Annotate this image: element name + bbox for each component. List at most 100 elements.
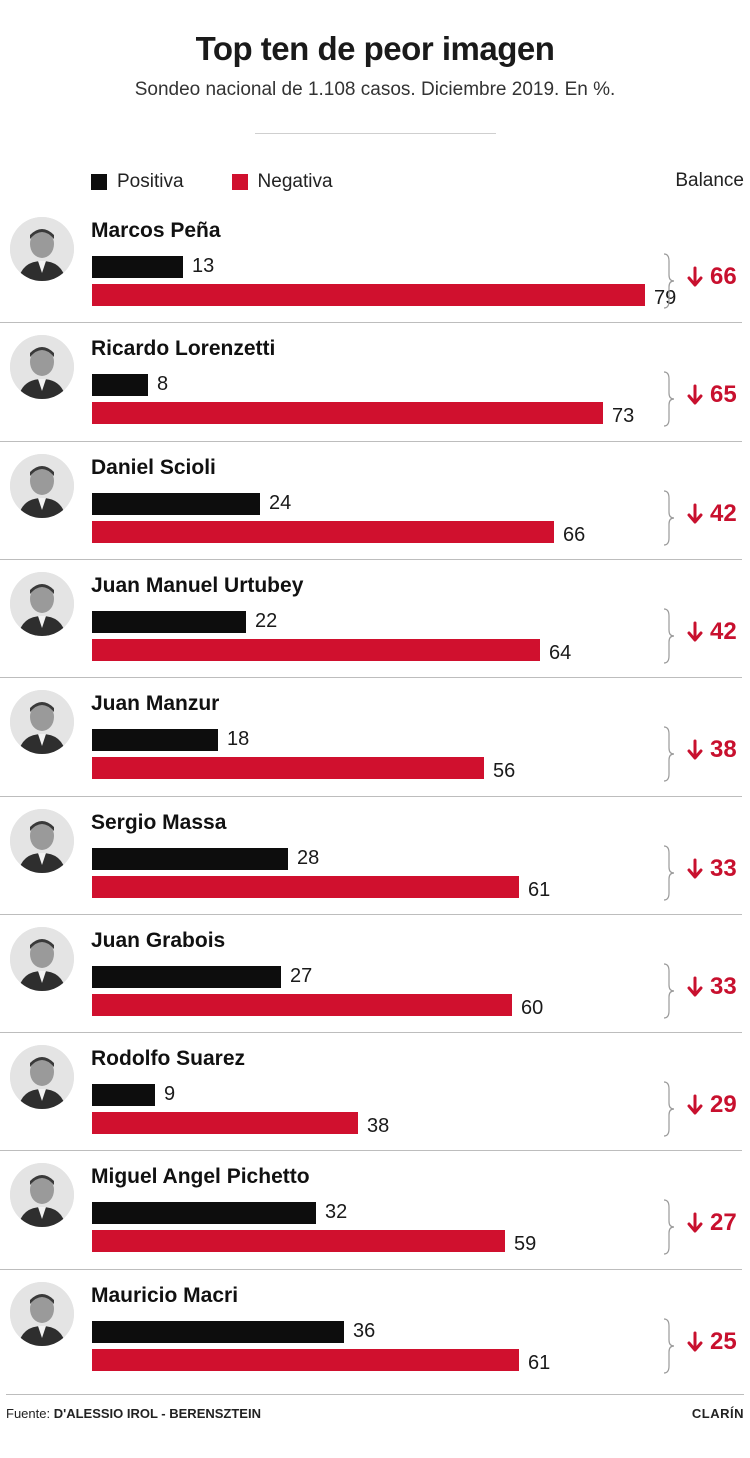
portrait-avatar [10,453,74,518]
title-divider [255,133,496,134]
person-name-label: Mauricio Macri [91,1283,239,1307]
bar-negative [92,993,512,1016]
bar-positive [92,847,288,870]
source-name: D'ALESSIO IROL - BERENSZTEIN [53,1406,261,1421]
bar-positive [92,729,218,752]
chart-subtitle: Sondeo nacional de 1.108 casos. Diciembr… [134,79,616,100]
chart-title: Top ten de peor imagen [195,30,555,67]
balance-brace [663,726,675,782]
balance-brace [663,1081,675,1137]
row-divider [0,1268,742,1270]
legend-swatch-positive [91,174,107,190]
chart-row: Juan Manzur 18 56 38 [0,678,750,796]
arrow-down-icon [687,1212,703,1233]
balance-brace [663,253,675,309]
row-divider [0,558,742,560]
balance-number: 42 [710,617,737,645]
footer-divider [6,1394,744,1395]
bar-negative [92,757,484,780]
legend-label-negative: Negativa [257,171,333,192]
bar-positive [92,1320,344,1343]
bar-positive [92,965,281,988]
chart-row: Daniel Scioli 24 66 42 [0,442,750,560]
balance-number: 27 [710,1209,737,1237]
bar-negative [92,1112,358,1135]
balance-value: 27 [686,1209,737,1237]
balance-value: 42 [686,500,737,528]
balance-value: 65 [686,381,737,409]
data-label-positive: 22 [255,609,278,632]
data-label-negative: 61 [528,1351,551,1374]
bar-negative [92,520,554,543]
balance-brace [663,963,675,1019]
balance-number: 65 [710,381,737,409]
data-label-negative: 73 [612,405,635,428]
balance-number: 38 [710,736,737,764]
balance-brace [663,489,675,546]
arrow-down-icon [687,1331,703,1352]
source-prefix: Fuente: [6,1406,51,1421]
person-name-label: Daniel Scioli [91,455,216,479]
bar-positive [92,492,260,515]
data-label-positive: 32 [325,1201,348,1224]
bar-negative [92,284,645,306]
portrait-avatar [10,690,74,755]
data-label-positive: 8 [157,373,169,396]
row-divider [0,677,742,679]
person-name-label: Miguel Angel Pichetto [91,1165,310,1189]
chart-row: Miguel Angel Pichetto 32 59 27 [0,1151,750,1269]
legend-item-negative: Negativa [231,171,333,193]
balance-value: 33 [686,855,737,883]
person-name-label: Sergio Massa [91,810,227,834]
balance-number: 29 [710,1091,737,1119]
portrait-avatar [10,217,74,281]
data-label-negative: 60 [521,996,544,1019]
balance-brace [663,1318,675,1374]
data-label-negative: 61 [528,878,551,901]
balance-value: 66 [686,263,737,291]
balance-number: 42 [710,499,737,527]
data-label-positive: 13 [192,255,215,277]
bar-positive [92,610,246,633]
bar-negative [92,875,519,898]
balance-value: 25 [686,1328,737,1356]
data-label-negative: 59 [514,1233,537,1256]
portrait-avatar [10,1281,74,1346]
balance-number: 25 [710,1327,737,1355]
chart-row: Marcos Peña 13 79 66 [0,205,750,323]
person-name-label: Marcos Peña [91,219,221,242]
balance-number: 66 [710,263,737,290]
balance-value: 38 [686,736,737,764]
row-divider [0,795,742,797]
balance-header: Balance [675,170,744,191]
bar-positive [92,1202,316,1225]
bar-negative [92,1348,519,1371]
arrow-down-icon [687,1094,703,1115]
portrait-avatar [10,335,74,400]
row-divider [0,322,742,324]
balance-brace [663,371,675,427]
data-label-positive: 24 [269,491,292,514]
brand-logo: CLARÍN [691,1406,744,1421]
arrow-down-icon [687,266,703,287]
chart-row: Ricardo Lorenzetti 8 73 65 [0,323,750,441]
legend-item-positive: Positiva [91,171,184,193]
data-label-positive: 36 [353,1319,376,1342]
balance-brace [663,608,675,664]
chart-row: Juan Manuel Urtubey 22 64 42 [0,560,750,678]
data-label-negative: 66 [563,523,586,546]
chart-row: Rodolfo Suarez 9 38 29 [0,1033,750,1151]
data-label-negative: 56 [493,760,516,783]
balance-value: 29 [686,1091,737,1119]
row-divider [0,1032,742,1034]
legend: Positiva Negativa [91,170,381,194]
bar-positive [92,256,183,278]
arrow-down-icon [687,503,703,524]
legend-label-positive: Positiva [117,171,184,192]
bar-negative [92,402,603,425]
data-label-positive: 18 [227,728,250,751]
arrow-down-icon [687,739,703,760]
chart-row: Sergio Massa 28 61 33 [0,797,750,915]
person-name-label: Juan Manuel Urtubey [91,573,304,597]
row-divider [0,913,742,915]
